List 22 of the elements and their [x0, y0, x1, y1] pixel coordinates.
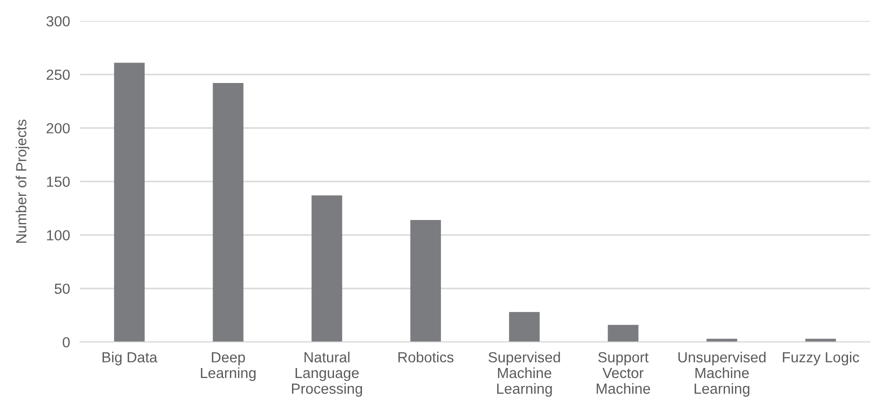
- bar: [212, 83, 244, 342]
- x-tick-label: Fuzzy Logic: [782, 352, 860, 366]
- y-tick-label: 250: [46, 70, 70, 80]
- x-tick-label: Unsupervised Machine Learning: [678, 352, 766, 397]
- bar: [608, 324, 638, 342]
- bar: [410, 220, 441, 342]
- y-tick-label: 100: [47, 230, 70, 240]
- x-tick-label: Natural Language Processing: [292, 352, 362, 397]
- bar: [509, 312, 540, 342]
- y-tick-label: 300: [46, 16, 70, 26]
- x-tick-label: Big Data: [102, 352, 158, 366]
- bar: [114, 62, 145, 342]
- y-axis-title: Number of Projects: [16, 120, 30, 243]
- x-tick-label: Support Vector Machine: [596, 352, 650, 394]
- y-tick-label: 200: [46, 123, 70, 134]
- y-tick-label: 150: [47, 176, 70, 187]
- x-tick-label: Robotics: [398, 352, 454, 362]
- x-tick-label: Deep Learning: [200, 352, 256, 382]
- x-tick-label: Supervised Machine Learning: [488, 352, 560, 397]
- y-tick-label: 50: [54, 284, 70, 294]
- y-tick-label: 0: [62, 337, 70, 348]
- bar: [312, 195, 342, 342]
